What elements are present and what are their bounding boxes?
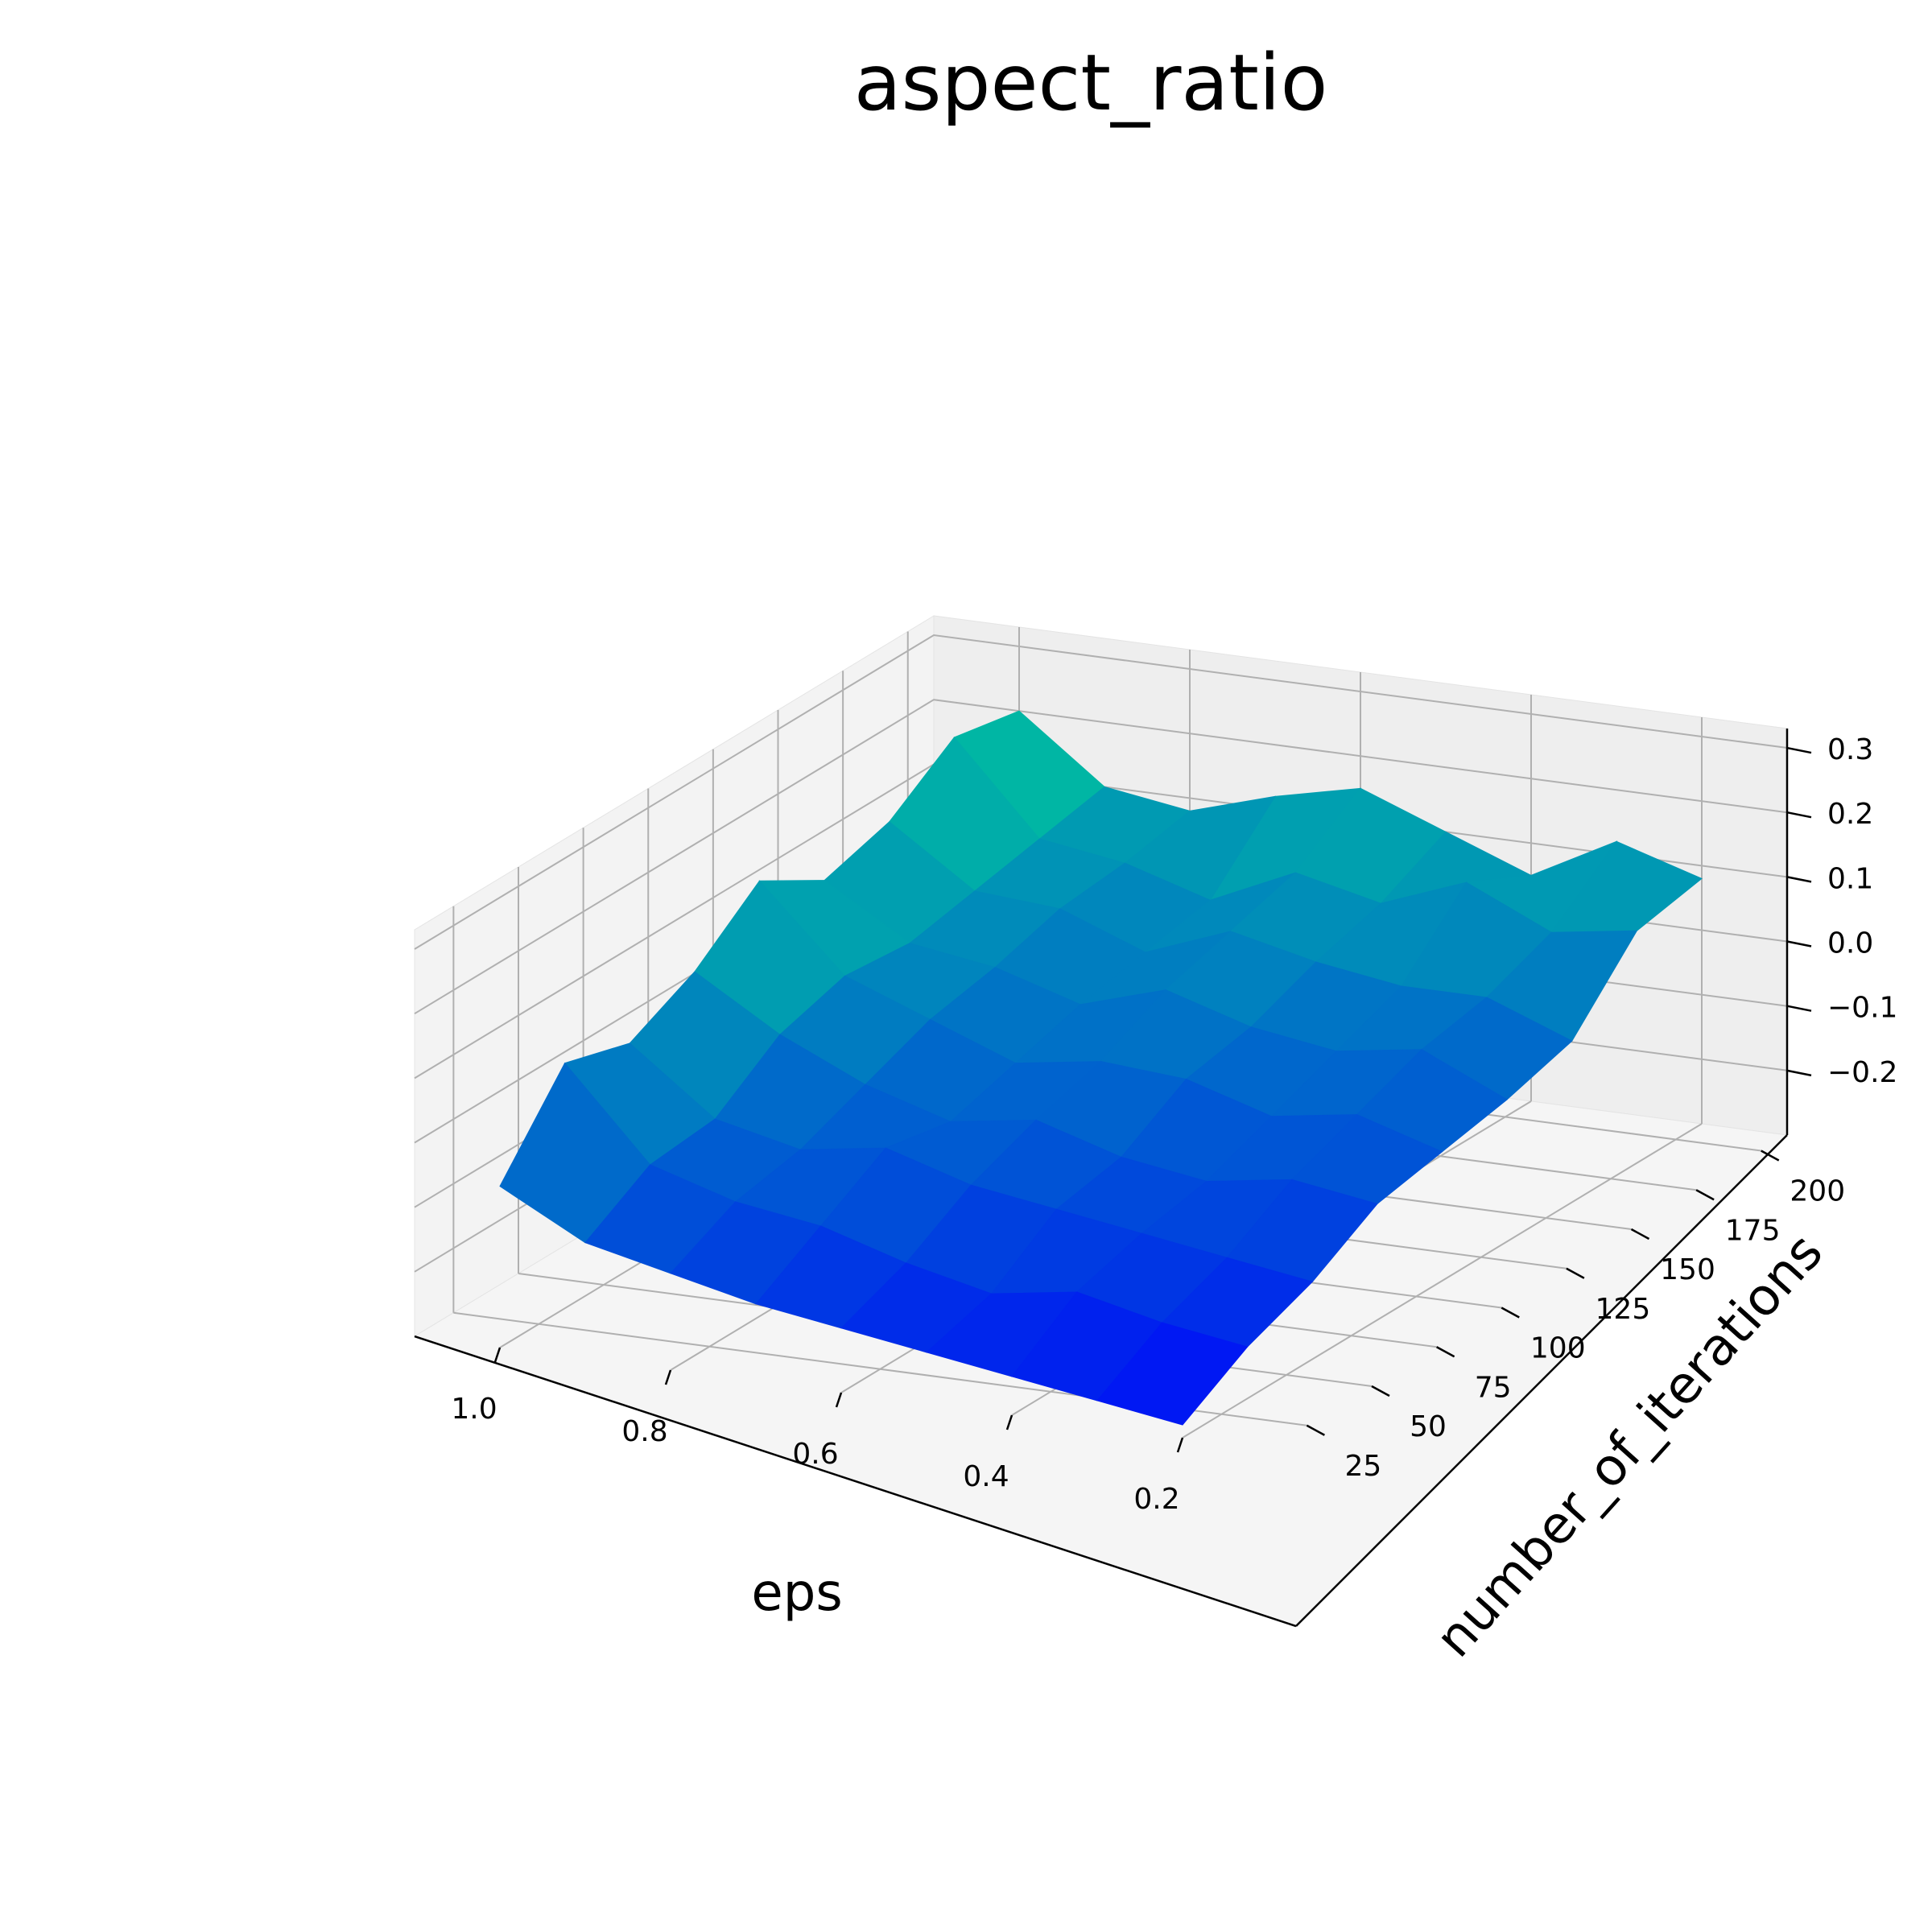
x-tick-label: 0.8	[621, 1415, 667, 1448]
z-tick-mark	[1786, 811, 1812, 819]
y-tick-mark	[1501, 1307, 1520, 1319]
grid-line-z	[414, 699, 1788, 1015]
grid-line-x	[1182, 1123, 1703, 1439]
y-axis-line	[1295, 1134, 1788, 1627]
z-tick-mark	[1786, 746, 1812, 754]
x-tick-label: 0.2	[1133, 1483, 1179, 1516]
z-tick-mark	[1786, 1005, 1812, 1012]
x-axis-label: eps	[751, 1563, 842, 1623]
x-tick-mark	[1176, 1437, 1184, 1453]
z-tick-label: 0.1	[1827, 862, 1873, 895]
y-tick-label: 75	[1475, 1371, 1512, 1404]
surface	[499, 710, 1703, 1426]
y-tick-mark	[1695, 1189, 1715, 1201]
y-tick-mark	[1306, 1424, 1325, 1436]
z-tick-mark	[1786, 876, 1812, 883]
y-tick-label: 125	[1596, 1293, 1651, 1326]
axes: 1.0 0.8 0.6 0.4 0.2 25 50 75 100 125 150 175 200 −0.2…	[414, 729, 1897, 1628]
x-tick-mark	[664, 1369, 672, 1385]
chart-title: aspect_ratio	[854, 38, 1328, 128]
y-tick-label: 25	[1344, 1450, 1381, 1483]
z-tick-label: −0.1	[1827, 992, 1897, 1025]
surface-patch	[1096, 1322, 1249, 1426]
y-tick-label: 150	[1660, 1253, 1715, 1286]
z-tick-label: 0.2	[1827, 798, 1873, 831]
y-tick-label: 175	[1725, 1214, 1781, 1247]
x-tick-mark	[835, 1392, 843, 1408]
x-tick-label: 0.6	[792, 1438, 838, 1471]
y-tick-mark	[1436, 1346, 1455, 1358]
x-tick-label: 0.4	[963, 1460, 1009, 1493]
y-tick-mark	[1761, 1150, 1780, 1162]
z-tick-mark	[1786, 1069, 1812, 1077]
z-tick-label: −0.2	[1827, 1056, 1897, 1089]
z-tick-label: 0.3	[1827, 733, 1873, 766]
y-tick-label: 200	[1790, 1175, 1845, 1208]
y-tick-mark	[1630, 1228, 1650, 1241]
y-tick-mark	[1371, 1385, 1390, 1397]
x-tick-mark	[493, 1347, 502, 1363]
x-tick-mark	[1005, 1414, 1013, 1430]
grid-line-z	[414, 634, 1788, 950]
x-tick-label: 1.0	[451, 1393, 497, 1426]
y-tick-mark	[1566, 1267, 1585, 1279]
x-axis-line	[414, 1335, 1297, 1628]
y-tick-label: 100	[1530, 1332, 1586, 1365]
z-tick-label: 0.0	[1827, 927, 1873, 960]
z-tick-mark	[1786, 940, 1812, 947]
y-tick-label: 50	[1410, 1410, 1447, 1443]
